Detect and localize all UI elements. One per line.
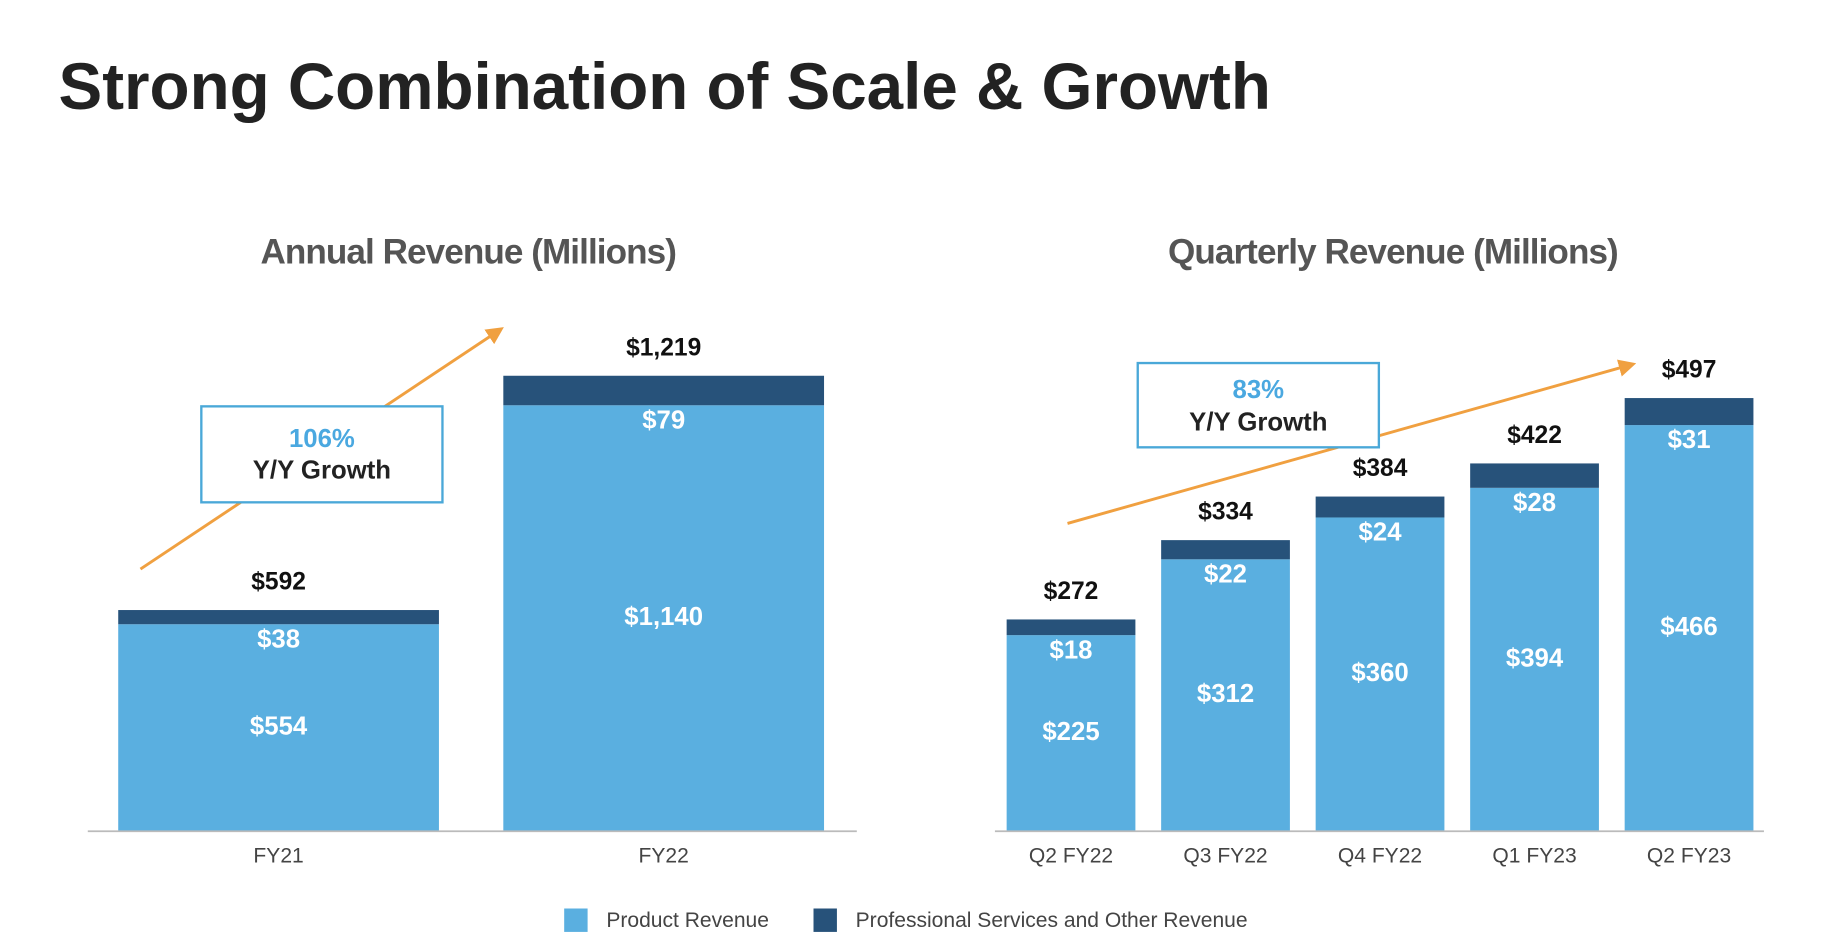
growth-text: Y/Y Growth [253,457,391,485]
x-tick-label: Q2 FY23 [1647,845,1731,868]
total-label: $272 [1044,578,1099,605]
bar-segment [1470,463,1599,488]
value-label: $225 [1042,718,1099,746]
bar-segment [1470,487,1599,832]
total-label: $1,219 [626,334,701,361]
legend-label: Product Revenue [606,909,769,932]
bar-segment [1161,540,1290,560]
value-label: $79 [642,406,685,434]
bar-segment [503,375,825,406]
growth-value: 83% [1233,376,1285,404]
value-label: $360 [1351,659,1408,687]
x-tick-label: Q4 FY22 [1338,845,1422,868]
x-tick-label: FY22 [639,845,689,868]
legend-swatch [564,908,588,932]
value-label: $24 [1359,519,1403,547]
bar-segment [1161,559,1290,832]
bar-segment [1315,496,1445,518]
total-label: $497 [1662,357,1717,384]
slide-title: Strong Combination of Scale & Growth [59,50,1271,123]
x-tick-label: Q1 FY23 [1492,845,1576,868]
total-label: $384 [1353,455,1408,482]
bar-segment [1006,619,1136,636]
value-label: $312 [1197,680,1254,708]
chart-title: Quarterly Revenue (Millions) [1168,232,1618,271]
x-tick-label: FY21 [253,845,303,868]
bar-segment [1624,398,1754,426]
bar-segment [503,405,825,832]
value-label: $28 [1513,489,1556,517]
bar-segment [118,610,439,625]
x-tick-label: Q2 FY22 [1029,845,1113,868]
growth-box [1136,361,1381,449]
bar-segment [118,624,439,832]
bar-segment [1315,517,1445,832]
x-tick-label: Q3 FY22 [1183,845,1267,868]
value-label: $554 [250,713,308,741]
value-label: $22 [1204,560,1247,588]
value-label: $31 [1668,426,1711,454]
total-label: $334 [1198,499,1253,526]
growth-text: Y/Y Growth [1189,409,1327,437]
legend-swatch [813,908,837,932]
value-label: $466 [1660,613,1717,641]
bar-segment [1006,635,1136,832]
value-label: $1,140 [624,603,703,631]
value-label: $394 [1506,644,1564,672]
value-label: $38 [257,625,300,653]
legend-label: Professional Services and Other Revenue [856,909,1248,932]
value-label: $18 [1050,636,1093,664]
bar-segment [1624,425,1754,832]
growth-value: 106% [289,425,355,453]
chart-title: Annual Revenue (Millions) [260,232,676,271]
growth-box [200,405,444,504]
total-label: $422 [1507,422,1562,449]
total-label: $592 [251,569,306,596]
